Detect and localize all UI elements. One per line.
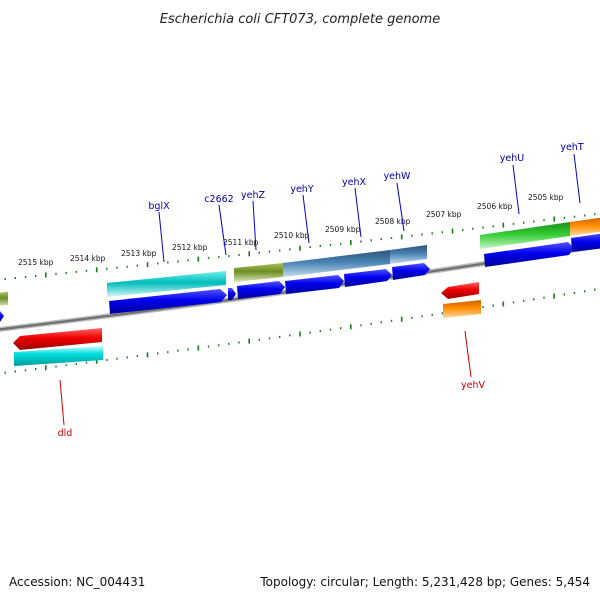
tick-ruler-outer bbox=[4, 213, 596, 280]
cds-arrow bbox=[0, 311, 4, 322]
gene-label-yehT: yehT bbox=[560, 142, 583, 153]
cds-arrow-yehV bbox=[441, 282, 479, 299]
cds-arrow-yehX bbox=[344, 269, 392, 287]
reverse-cog-track bbox=[14, 300, 481, 366]
gene-label-yehV: yehV bbox=[461, 380, 485, 391]
tick-label: 2509 kbp bbox=[325, 225, 361, 234]
cog-bar bbox=[570, 217, 600, 236]
cds-arrow-c2662 bbox=[228, 288, 236, 300]
gene-label-bglX: bglX bbox=[148, 201, 170, 212]
leader-line bbox=[252, 200, 257, 251]
leader-line bbox=[59, 379, 65, 426]
reverse-cds-track bbox=[13, 282, 479, 350]
accession-label: Accession: NC_004431 bbox=[9, 575, 145, 589]
leader-line bbox=[573, 153, 581, 204]
gene-label-yehX: yehX bbox=[342, 177, 366, 188]
tick-label: 2506 kbp bbox=[477, 202, 513, 211]
tick-label: 2505 kbp bbox=[528, 193, 564, 202]
leader-line bbox=[464, 330, 472, 378]
cog-bar bbox=[0, 292, 8, 306]
gene-labels: bglX c2662 yehZ yehY yehX yehW yehU yehT… bbox=[58, 142, 584, 439]
cds-arrow-dld bbox=[13, 328, 102, 350]
leader-line bbox=[512, 164, 520, 215]
tick-label: 2515 kbp bbox=[18, 258, 54, 267]
forward-cds-track bbox=[0, 233, 600, 322]
genome-summary: Topology: circular; Length: 5,231,428 bp… bbox=[259, 575, 590, 589]
tick-label: 2510 kbp bbox=[274, 231, 310, 240]
leader-line bbox=[354, 187, 362, 238]
leader-line bbox=[396, 182, 405, 232]
cog-bar bbox=[107, 271, 226, 297]
label-leaders bbox=[59, 153, 581, 426]
tick-label: 2512 kbp bbox=[172, 243, 208, 252]
cog-bar bbox=[480, 222, 570, 249]
cds-arrow-yehY bbox=[285, 275, 344, 294]
leader-line bbox=[158, 211, 165, 263]
tick-label: 2513 kbp bbox=[121, 249, 157, 258]
map-title: Escherichia coli CFT073, complete genome bbox=[160, 12, 440, 27]
gene-label-yehY: yehY bbox=[290, 184, 313, 195]
cds-arrow-yehT bbox=[571, 233, 600, 252]
cds-arrow-yehZ bbox=[237, 281, 285, 299]
cog-bar bbox=[390, 245, 427, 264]
cog-bar bbox=[283, 250, 390, 277]
tick-label: 2508 kbp bbox=[375, 217, 411, 226]
cds-arrow-yehW bbox=[392, 263, 430, 280]
cog-bar bbox=[443, 300, 481, 318]
forward-cog-track bbox=[0, 217, 600, 306]
gene-label-yehU: yehU bbox=[500, 153, 524, 164]
gene-label-c2662: c2662 bbox=[204, 194, 233, 205]
scale-labels: 2515 kbp 2514 kbp 2513 kbp 2512 kbp 2511… bbox=[18, 193, 564, 267]
cds-arrow-yehU bbox=[484, 242, 574, 267]
tick-label: 2514 kbp bbox=[70, 254, 106, 263]
leader-line bbox=[218, 204, 227, 256]
gene-label-yehW: yehW bbox=[384, 171, 411, 182]
tick-label: 2511 kbp bbox=[223, 238, 259, 247]
gene-label-dld: dld bbox=[58, 428, 73, 439]
gene-label-yehZ: yehZ bbox=[241, 190, 265, 201]
cog-bar bbox=[14, 346, 103, 366]
tick-label: 2507 kbp bbox=[426, 210, 462, 219]
leader-line bbox=[302, 194, 310, 244]
cog-bar bbox=[234, 263, 283, 282]
cds-arrow-bglX bbox=[109, 289, 227, 314]
